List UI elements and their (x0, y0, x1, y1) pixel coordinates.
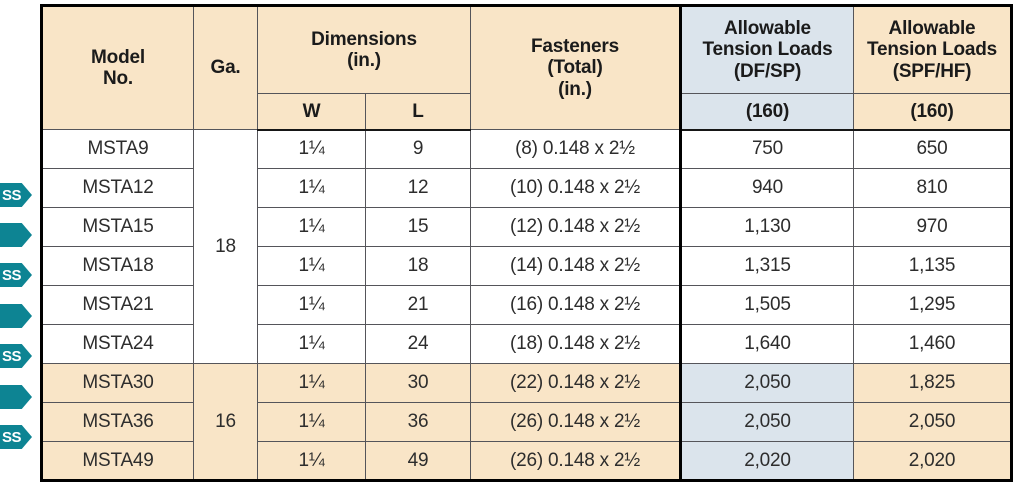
fasteners-cell: (14) 0.148 x 2½ (470, 246, 681, 286)
l-cell: 9 (365, 129, 471, 169)
header-loads-dfsp: Allowable Tension Loads (DF/SP) (679, 5, 854, 94)
spfhf-load-cell: 970 (853, 207, 1012, 247)
spfhf-load-cell: 1,135 (853, 246, 1012, 286)
header-dimensions: Dimensions (in.) (257, 5, 471, 94)
ss-badge-label: SS (1, 266, 22, 284)
table-row: MSTA12 1¼ 12 (10) 0.148 x 2½ 940 810 (41, 168, 1012, 208)
fasteners-cell: (26) 0.148 x 2½ (470, 441, 681, 481)
table-row: MSTA18 1¼ 18 (14) 0.148 x 2½ 1,315 1,135 (41, 246, 1012, 286)
w-cell: 1¼ (257, 285, 366, 325)
l-cell: 15 (365, 207, 471, 247)
w-cell: 1¼ (257, 168, 366, 208)
fasteners-cell: (22) 0.148 x 2½ (470, 363, 681, 403)
arrow-badge (0, 304, 32, 328)
model-cell: MSTA9 (41, 129, 194, 169)
ss-badge: SS (0, 183, 32, 207)
dfsp-load-cell: 2,050 (679, 402, 854, 442)
dfsp-load-cell: 940 (679, 168, 854, 208)
dfsp-load-cell: 1,505 (679, 285, 854, 325)
model-cell: MSTA24 (41, 324, 194, 364)
header-row-sub: W L (160) (160) (42, 93, 1012, 131)
model-cell: MSTA21 (41, 285, 194, 325)
spfhf-load-cell: 2,050 (853, 402, 1012, 442)
l-cell: 30 (365, 363, 471, 403)
table-row: MSTA36 1¼ 36 (26) 0.148 x 2½ 2,050 2,050 (41, 402, 1012, 442)
fasteners-cell: (18) 0.148 x 2½ (470, 324, 681, 364)
ss-badge-label: SS (1, 428, 22, 446)
fasteners-cell: (16) 0.148 x 2½ (470, 285, 681, 325)
dfsp-load-cell: 2,050 (679, 363, 854, 403)
header-model-no: Model No. (41, 5, 194, 130)
ss-badge: SS (0, 344, 32, 368)
header-loads-spfhf: Allowable Tension Loads (SPF/HF) (853, 5, 1012, 94)
table-row: MSTA21 1¼ 21 (16) 0.148 x 2½ 1,505 1,295 (41, 285, 1012, 325)
model-cell: MSTA12 (41, 168, 194, 208)
w-cell: 1¼ (257, 441, 366, 481)
model-cell: MSTA18 (41, 246, 194, 286)
dfsp-load-cell: 1,640 (679, 324, 854, 364)
ga-cell: 18 (193, 129, 258, 364)
load-spec-table: Model No. Ga. Dimensions (in.) Fasteners… (40, 4, 1013, 482)
w-cell: 1¼ (257, 402, 366, 442)
dfsp-load-cell: 1,315 (679, 246, 854, 286)
spfhf-load-cell: 810 (853, 168, 1012, 208)
dfsp-load-cell: 750 (679, 129, 854, 169)
model-cell: MSTA30 (41, 363, 194, 403)
arrow-badge (0, 385, 32, 409)
header-row-main: Model No. Ga. Dimensions (in.) Fasteners… (41, 5, 1012, 130)
model-cell: MSTA15 (41, 207, 194, 247)
w-cell: 1¼ (257, 363, 366, 403)
dfsp-load-cell: 2,020 (679, 441, 854, 481)
table-row: MSTA30 16 1¼ 30 (22) 0.148 x 2½ 2,050 1,… (41, 363, 1012, 481)
dfsp-load-cell: 1,130 (679, 207, 854, 247)
ss-badge: SS (0, 425, 32, 449)
fasteners-cell: (8) 0.148 x 2½ (470, 129, 681, 169)
l-cell: 24 (365, 324, 471, 364)
l-cell: 49 (365, 441, 471, 481)
arrow-badge (0, 223, 32, 247)
spfhf-load-cell: 1,295 (853, 285, 1012, 325)
header-w: W (257, 93, 366, 131)
w-cell: 1¼ (257, 129, 366, 169)
w-cell: 1¼ (257, 207, 366, 247)
l-cell: 21 (365, 285, 471, 325)
l-cell: 36 (365, 402, 471, 442)
spfhf-load-cell: 650 (853, 129, 1012, 169)
spfhf-load-cell: 1,460 (853, 324, 1012, 364)
l-cell: 18 (365, 246, 471, 286)
ss-badge: SS (0, 263, 32, 287)
model-cell: MSTA49 (41, 441, 194, 481)
ss-badge-label: SS (1, 186, 22, 204)
w-cell: 1¼ (257, 246, 366, 286)
l-cell: 12 (365, 168, 471, 208)
ss-badge-label: SS (1, 347, 22, 365)
model-cell: MSTA36 (41, 402, 194, 442)
header-spfhf-160: (160) (853, 93, 1012, 131)
table-row: MSTA24 1¼ 24 (18) 0.148 x 2½ 1,640 1,460 (41, 324, 1012, 364)
header-dfsp-160: (160) (679, 93, 854, 131)
header-l: L (365, 93, 471, 131)
table-row: MSTA9 18 1¼ 9 (8) 0.148 x 2½ 750 650 (41, 129, 1012, 364)
table-row: MSTA49 1¼ 49 (26) 0.148 x 2½ 2,020 2,020 (41, 441, 1012, 481)
spfhf-load-cell: 1,825 (853, 363, 1012, 403)
spfhf-load-cell: 2,020 (853, 441, 1012, 481)
table-row: MSTA15 1¼ 15 (12) 0.148 x 2½ 1,130 970 (41, 207, 1012, 247)
header-fasteners: Fasteners (Total) (in.) (470, 5, 681, 130)
w-cell: 1¼ (257, 324, 366, 364)
fasteners-cell: (12) 0.148 x 2½ (470, 207, 681, 247)
fasteners-cell: (10) 0.148 x 2½ (470, 168, 681, 208)
header-ga: Ga. (193, 5, 258, 130)
fasteners-cell: (26) 0.148 x 2½ (470, 402, 681, 442)
ga-cell: 16 (193, 363, 258, 481)
